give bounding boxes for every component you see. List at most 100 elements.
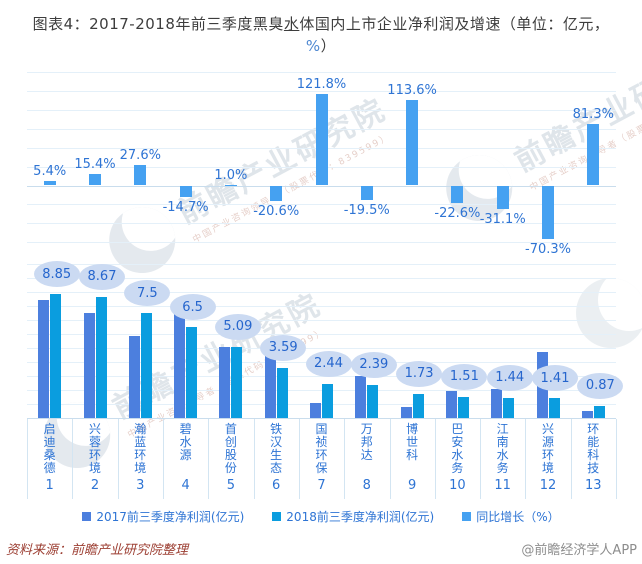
company-name: 碧水源: [179, 422, 192, 462]
credit-note: @前瞻经济学人APP: [521, 543, 637, 558]
column-separator: [117, 419, 119, 499]
legend-marker-2017-icon: [82, 512, 92, 521]
column-separator: [208, 419, 210, 499]
legend-item-growth: 同比增长（%）: [462, 508, 560, 525]
growth-bar-1: [43, 181, 56, 186]
title-underlined-char: 水: [283, 15, 300, 33]
profit-value-bubble: 6.5: [169, 294, 216, 320]
profit-bar-2018-3: [140, 313, 152, 418]
growth-bar-3: [134, 164, 147, 186]
profit-value-bubble: 1.41: [532, 365, 578, 392]
profit-bar-2018-9: [412, 393, 424, 418]
growth-value-label: 121.8%: [296, 76, 347, 92]
growth-gridline: [27, 72, 616, 74]
profit-bar-2018-6: [276, 367, 288, 418]
company-name: 启迪桑德: [43, 422, 56, 475]
legend-marker-2018-icon: [272, 512, 282, 521]
profit-bar-2017-9: [400, 406, 412, 418]
profit-gridline: [27, 376, 616, 377]
company-name: 巴安水务: [451, 422, 464, 475]
profit-value-bubble: 5.09: [214, 313, 261, 340]
profit-bar-2018-5: [231, 346, 243, 418]
legend-label: 2017前三季度净利润(亿元): [96, 510, 245, 524]
growth-gridline: [27, 242, 616, 244]
company-rank: 11: [494, 478, 511, 493]
column-separator: [253, 419, 255, 499]
profit-value-bubble: 2.44: [305, 350, 352, 377]
profit-bar-2017-7: [310, 402, 321, 418]
company-name: 首创股份: [224, 422, 237, 475]
company-rank: 6: [272, 478, 281, 493]
profit-bar-2018-7: [322, 383, 333, 418]
growth-bar-9: [406, 99, 419, 186]
column-separator: [27, 419, 28, 499]
source-note: 资料来源：前瞻产业研究院整理: [6, 543, 189, 558]
growth-bar-13: [587, 124, 600, 186]
company-name: 江南水务: [496, 422, 509, 475]
growth-value-label: 1.0%: [214, 167, 248, 183]
company-rank: 7: [317, 478, 326, 493]
profit-value-bubble: 8.67: [79, 263, 125, 290]
profit-bar-2017-6: [264, 354, 276, 418]
profit-gridline: [27, 348, 616, 349]
company-name: 兴蓉环境: [88, 422, 101, 475]
profit-gridline: [27, 320, 616, 321]
profit-value-bubble: 8.85: [33, 261, 80, 288]
column-separator: [525, 419, 527, 499]
growth-value-label: -31.1%: [479, 212, 526, 227]
legend: 2017前三季度净利润(亿元) 2018前三季度净利润(亿元) 同比增长（%）: [0, 508, 642, 525]
column-separator: [344, 419, 346, 499]
growth-gridline: [27, 91, 616, 93]
company-rank: 8: [362, 478, 371, 493]
growth-value-label: 27.6%: [119, 147, 161, 163]
profit-gridline: [27, 390, 616, 391]
profit-value-bubble: 3.59: [260, 334, 307, 361]
profit-value-bubble: 1.73: [396, 360, 443, 387]
profit-bar-2017-1: [38, 300, 50, 418]
growth-value-label: -22.6%: [434, 205, 481, 221]
company-name: 瀚蓝环境: [134, 422, 147, 475]
profit-value-bubble: 1.51: [441, 363, 488, 390]
growth-value-label: 5.4%: [33, 164, 67, 180]
profit-bar-2017-3: [128, 335, 140, 418]
profit-gridline: [27, 264, 616, 265]
profit-bar-2018-2: [95, 296, 107, 418]
profit-gridline: [27, 292, 616, 293]
company-name: 环能科技: [587, 422, 600, 475]
column-separator: [298, 419, 300, 499]
company-rank: 13: [585, 478, 602, 493]
profit-bar-2017-4: [174, 311, 186, 418]
profit-value-bubble: 7.5: [124, 280, 171, 306]
category-axis: 启迪桑德 1 兴蓉环境 2 瀚蓝环境 3 碧水源 4 首创股份 5 铁汉生态 6 国祯环保 7 万邦达 8 博世…: [27, 418, 617, 503]
growth-bar-2: [89, 173, 101, 186]
legend-label: 同比增长（%）: [476, 510, 560, 524]
company-rank: 3: [136, 478, 145, 493]
profit-bar-2017-2: [83, 312, 95, 418]
profit-bar-2018-1: [50, 294, 62, 418]
company-name: 国祯环保: [315, 422, 328, 475]
column-separator: [389, 419, 391, 499]
profit-gridline: [27, 306, 616, 307]
growth-rate-chart: 5.4% 15.4% 27.6% -14.7% 1.0% -20.6% 121.8% -19.…: [27, 70, 616, 257]
legend-marker-growth-icon: [462, 512, 472, 521]
profit-bar-2018-11: [503, 397, 515, 418]
company-name: 万邦达: [360, 422, 373, 462]
growth-bar-12: [542, 185, 554, 239]
column-separator: [434, 419, 436, 499]
company-rank: 12: [539, 478, 557, 493]
company-name: 铁汉生态: [270, 422, 283, 475]
net-profit-chart: 8.85 8.67 7.5 6.5 5.09 3.59 2.44 2.39 1.73 1.51 1.…: [27, 261, 624, 418]
column-separator: [570, 419, 572, 499]
company-rank: 4: [181, 478, 190, 493]
profit-bar-2018-4: [186, 327, 198, 418]
profit-bar-2018-13: [593, 405, 605, 418]
title-text: 体国内上市企业净利润及增速（单位：亿元，: [299, 15, 610, 33]
profit-bar-2017-10: [445, 390, 457, 418]
company-name: 兴源环境: [541, 422, 554, 475]
growth-gridline: [27, 204, 616, 206]
growth-zero-axis: [27, 185, 616, 187]
company-rank: 9: [407, 478, 417, 493]
growth-bar-8: [360, 185, 373, 201]
column-separator: [616, 419, 617, 499]
profit-gridline: [27, 404, 616, 405]
